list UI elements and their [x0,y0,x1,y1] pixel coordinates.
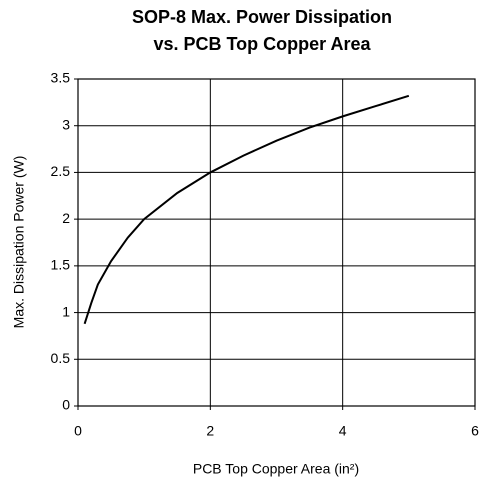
y-tick-label: 2 [62,210,70,226]
chart-title: SOP-8 Max. Power Dissipation [132,7,392,27]
chart-title: vs. PCB Top Copper Area [153,34,371,54]
x-axis-label: PCB Top Copper Area (in²) [193,461,359,477]
x-tick-label: 2 [206,423,214,439]
y-tick-label: 0 [62,397,70,413]
y-tick-label: 3.5 [51,70,71,86]
y-axis-label: Max. Dissipation Power (W) [11,156,27,329]
y-tick-label: 1 [62,303,70,319]
y-tick-label: 3 [62,116,70,132]
y-tick-label: 0.5 [51,350,71,366]
y-tick-label: 2.5 [51,163,71,179]
x-tick-label: 4 [339,423,347,439]
line-series [83,94,410,325]
plot-frame [77,78,476,407]
x-tick-label: 6 [471,423,479,439]
x-tick-label: 0 [74,423,82,439]
y-tick-label: 1.5 [51,257,71,273]
